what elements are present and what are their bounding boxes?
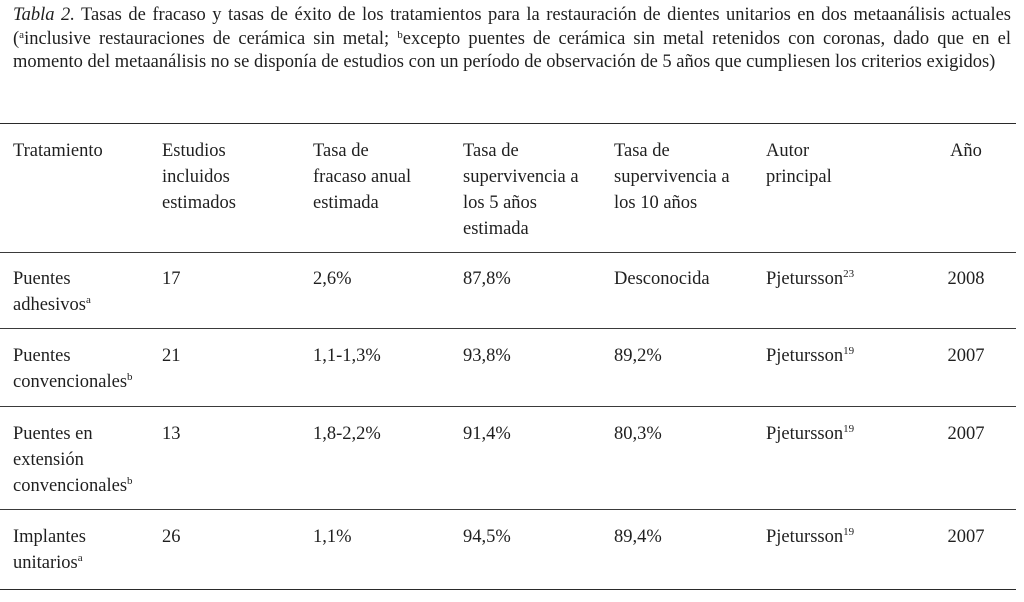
row-1-sup5: 87,8% <box>463 269 511 289</box>
header-supervivencia-5: Tasa de supervivencia a los 5 años estim… <box>463 141 579 239</box>
caption-sup-a: a <box>19 28 25 41</box>
row-1-fracaso: 2,6% <box>313 269 352 289</box>
row-3-tratamiento: Puentes en extensión convencionalesb <box>13 424 133 496</box>
row-2-rule <box>0 406 1016 407</box>
caption-text-1: Tasas de fracaso y tasas de éxito de los… <box>13 5 1011 49</box>
row-4-estudios: 26 <box>162 527 181 547</box>
row-4-sup5: 94,5% <box>463 527 511 547</box>
header-tratamiento: Tratamiento <box>13 141 103 161</box>
row-4-tratamiento: Implantes unitariosa <box>13 527 86 573</box>
caption-label: Tabla 2. <box>13 5 75 25</box>
caption-sup-b: b <box>397 28 403 41</box>
row-1-sup10: Desconocida <box>614 269 710 289</box>
row-3-autor: Pjetursson19 <box>766 423 855 445</box>
row-2-autor: Pjetursson19 <box>766 345 855 367</box>
row-1-autor: Pjetursson23 <box>766 268 855 290</box>
header-bottom-rule <box>0 252 1016 253</box>
row-1-anio: 2008 <box>947 269 985 289</box>
table-caption: Tabla 2. Tasas de fracaso y tasas de éxi… <box>13 4 1011 75</box>
row-2-sup5: 93,8% <box>463 346 511 366</box>
row-4-fracaso: 1,1% <box>313 527 352 547</box>
row-2-estudios: 21 <box>162 346 181 366</box>
row-4-sup10: 89,4% <box>614 527 662 547</box>
row-3-fracaso: 1,8-2,2% <box>313 424 381 444</box>
row-1-tratamiento: Puentes adhesivosa <box>13 269 91 315</box>
row-1-estudios: 17 <box>162 269 181 289</box>
row-1-rule <box>0 328 1016 329</box>
header-tasa-fracaso: Tasa de fracaso anual estimada <box>313 141 412 213</box>
row-3-sup5: 91,4% <box>463 424 511 444</box>
row-2-anio: 2007 <box>947 346 985 366</box>
row-2-fracaso: 1,1-1,3% <box>313 346 381 366</box>
table-bottom-rule <box>0 589 1016 590</box>
row-3-anio: 2007 <box>947 424 985 444</box>
header-anio: Año <box>950 141 982 161</box>
row-2-sup10: 89,2% <box>614 346 662 366</box>
header-autor: Autor principal <box>766 141 832 187</box>
header-estudios: Estudios incluidos estimados <box>162 141 236 213</box>
row-3-estudios: 13 <box>162 424 181 444</box>
header-supervivencia-10: Tasa de supervivencia a los 10 años <box>614 141 730 213</box>
table-top-rule <box>0 123 1016 124</box>
caption-text-2: inclusive restauraciones de cerámica sin… <box>24 28 398 49</box>
row-4-anio: 2007 <box>947 527 985 547</box>
row-3-rule <box>0 509 1016 510</box>
row-4-autor: Pjetursson19 <box>766 526 855 548</box>
caption-text-3: excepto puentes de cerámica sin metal re… <box>13 28 1011 73</box>
row-3-sup10: 80,3% <box>614 424 662 444</box>
row-2-tratamiento: Puentes convencionalesb <box>13 346 133 392</box>
